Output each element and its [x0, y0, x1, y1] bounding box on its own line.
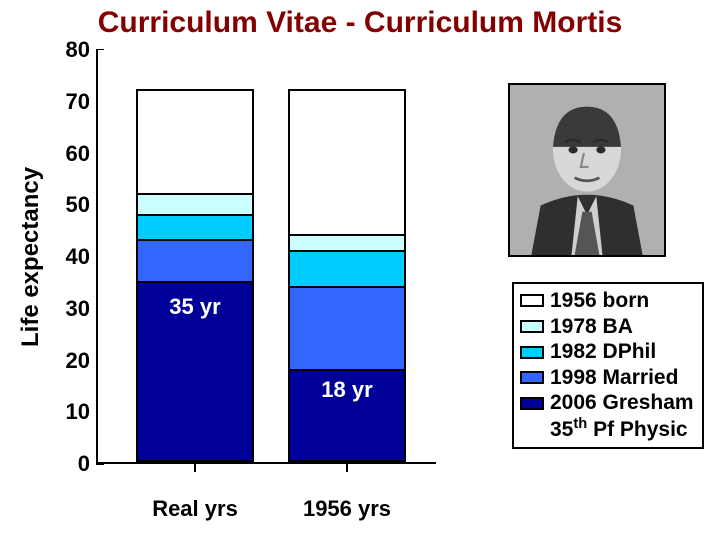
y-tick-label: 50	[66, 192, 90, 218]
y-tick-label: 40	[66, 244, 90, 270]
x-category-label: 1956 yrs	[287, 496, 407, 522]
legend-swatch	[520, 397, 544, 410]
x-tick-mark	[194, 464, 196, 472]
bar-value-label: 18 yr	[288, 377, 406, 403]
legend-item: 2006 Gresham	[520, 390, 694, 416]
legend-extra-line: 35th Pf Physic	[520, 416, 694, 443]
plot-container: 01020304050607080 35 yr18 yrReal yrs1956…	[48, 50, 436, 464]
legend-item: 1956 born	[520, 288, 694, 314]
legend-item: 1998 Married	[520, 365, 694, 391]
y-tick-label: 30	[66, 296, 90, 322]
x-category-label: Real yrs	[135, 496, 255, 522]
legend-swatch	[520, 346, 544, 359]
legend-item: 1978 BA	[520, 314, 694, 340]
portrait-photo	[508, 83, 666, 257]
legend-label: 1998 Married	[550, 365, 678, 391]
legend: 1956 born1978 BA1982 DPhil1998 Married20…	[512, 282, 704, 449]
legend-swatch	[520, 320, 544, 333]
x-tick-mark	[346, 464, 348, 472]
y-tick-label: 80	[66, 37, 90, 63]
y-axis-label: Life expectancy	[14, 50, 48, 464]
chart: Life expectancy 01020304050607080 35 yr1…	[14, 50, 436, 464]
y-axis: 01020304050607080	[48, 50, 96, 464]
legend-label: 2006 Gresham	[550, 390, 694, 416]
legend-item: 1982 DPhil	[520, 339, 694, 365]
legend-label: 1978 BA	[550, 314, 633, 340]
legend-swatch	[520, 371, 544, 384]
y-tick-label: 70	[66, 89, 90, 115]
page-title: Curriculum Vitae - Curriculum Mortis	[0, 6, 720, 40]
y-tick-label: 20	[66, 348, 90, 374]
y-tick-label: 10	[66, 399, 90, 425]
y-tick-label: 0	[78, 451, 90, 477]
legend-swatch	[520, 294, 544, 307]
legend-label: 1982 DPhil	[550, 339, 656, 365]
plot-area: 35 yr18 yrReal yrs1956 yrs	[96, 50, 436, 464]
bar-value-label: 35 yr	[136, 294, 254, 320]
y-tick-label: 60	[66, 141, 90, 167]
legend-label: 1956 born	[550, 288, 649, 314]
